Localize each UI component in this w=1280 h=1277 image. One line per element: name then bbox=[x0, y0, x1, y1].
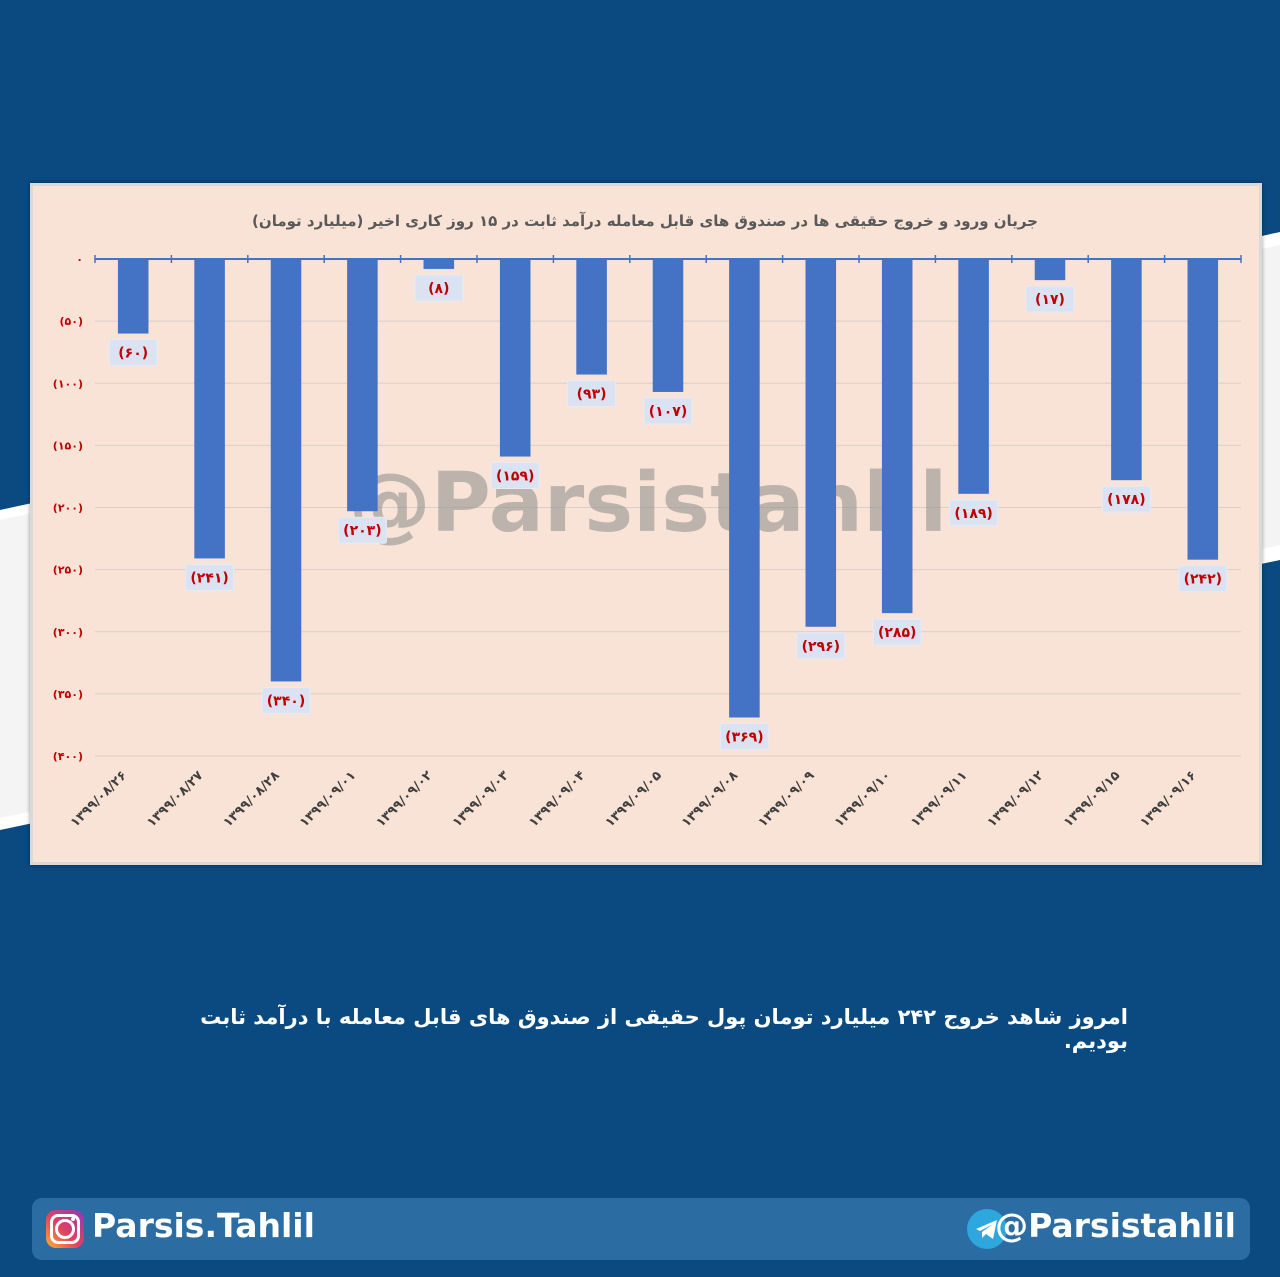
data-label: (۲۰۳) bbox=[343, 523, 381, 539]
x-tick-label: ۱۳۹۹/۰۹/۱۱ bbox=[908, 768, 970, 830]
data-label-box bbox=[567, 380, 617, 408]
bar bbox=[499, 259, 531, 457]
data-label: (۱۷) bbox=[1035, 292, 1065, 308]
data-label-box bbox=[414, 274, 464, 302]
data-label-box bbox=[490, 462, 540, 490]
x-tick-label: ۱۳۹۹/۰۹/۱۵ bbox=[1061, 768, 1123, 830]
x-tick-label: ۱۳۹۹/۰۹/۰۵ bbox=[603, 768, 665, 830]
bar bbox=[729, 259, 760, 718]
x-tick-label: ۱۳۹۹/۰۹/۱۰ bbox=[832, 768, 894, 830]
telegram-icon[interactable] bbox=[967, 1209, 1007, 1249]
data-label: (۱۷۸) bbox=[1107, 492, 1145, 508]
data-label: (۳۶۹) bbox=[725, 729, 763, 745]
y-tick-label: (۲۰۰) bbox=[53, 502, 83, 515]
y-tick-label: (۴۰۰) bbox=[53, 750, 83, 763]
y-tick-label: (۵۰) bbox=[60, 315, 83, 328]
instagram-icon[interactable] bbox=[46, 1210, 84, 1248]
bar bbox=[347, 259, 378, 512]
chart: جریان ورود و خروج حقیقی ها در صندوق های … bbox=[53, 212, 1242, 830]
telegram-handle[interactable]: @Parsistahlil bbox=[995, 1206, 1236, 1245]
data-label-box bbox=[108, 339, 158, 367]
y-tick-label: (۳۰۰) bbox=[53, 626, 83, 639]
y-tick-label: (۱۵۰) bbox=[53, 439, 83, 452]
x-tick-label: ۱۳۹۹/۰۹/۰۴ bbox=[526, 768, 588, 830]
y-tick-label: (۲۵۰) bbox=[53, 564, 83, 577]
x-tick-label: ۱۳۹۹/۰۹/۰۱ bbox=[297, 768, 359, 830]
data-label: (۶۰) bbox=[118, 346, 148, 362]
bar bbox=[270, 259, 302, 682]
bar bbox=[423, 259, 455, 269]
data-label-box bbox=[261, 686, 311, 714]
x-tick-label: ۱۳۹۹/۰۸/۲۸ bbox=[221, 768, 283, 830]
data-label-box bbox=[1101, 485, 1151, 513]
x-tick-label: ۱۳۹۹/۰۹/۰۹ bbox=[755, 768, 817, 830]
y-tick-label: ۰ bbox=[76, 253, 83, 266]
y-tick-label: (۳۵۰) bbox=[53, 688, 83, 701]
data-label: (۸) bbox=[428, 281, 449, 297]
chart-title: جریان ورود و خروج حقیقی ها در صندوق های … bbox=[252, 212, 1038, 230]
data-label-box bbox=[796, 632, 846, 660]
data-label: (۳۴۰) bbox=[267, 693, 305, 709]
data-label-box bbox=[1025, 285, 1075, 313]
data-label-box bbox=[185, 563, 235, 591]
data-label-box bbox=[337, 516, 387, 544]
data-label: (۱۰۷) bbox=[649, 404, 687, 420]
chart-card: جریان ورود و خروج حقیقی ها در صندوق های … bbox=[30, 183, 1262, 865]
data-label: (۱۵۹) bbox=[496, 469, 534, 485]
data-label: (۲۴۲) bbox=[1184, 572, 1222, 588]
data-label-box bbox=[719, 722, 769, 750]
data-label: (۱۸۹) bbox=[954, 506, 992, 522]
x-tick-label: ۱۳۹۹/۰۹/۰۲ bbox=[373, 768, 435, 830]
data-label-box bbox=[643, 397, 693, 425]
instagram-handle[interactable]: Parsis.Tahlil bbox=[92, 1206, 315, 1245]
bar bbox=[117, 259, 149, 334]
y-tick-label: (۱۰۰) bbox=[53, 377, 83, 390]
data-label: (۲۸۵) bbox=[878, 625, 916, 641]
data-label: (۲۴۱) bbox=[190, 570, 228, 586]
bar bbox=[1034, 259, 1066, 281]
x-tick-label: ۱۳۹۹/۰۹/۱۲ bbox=[985, 768, 1047, 830]
bar bbox=[194, 259, 225, 559]
data-label-box bbox=[949, 499, 999, 527]
x-tick-label: ۱۳۹۹/۰۸/۲۷ bbox=[144, 768, 206, 830]
bar bbox=[652, 259, 684, 392]
bar bbox=[805, 259, 837, 627]
bar bbox=[1111, 259, 1142, 481]
footer: Parsis.Tahlil @Parsistahlil bbox=[32, 1198, 1250, 1260]
x-tick-label: ۱۳۹۹/۰۹/۰۳ bbox=[450, 768, 512, 830]
x-tick-label: ۱۳۹۹/۰۸/۲۶ bbox=[68, 768, 130, 830]
data-label-box bbox=[1178, 565, 1228, 593]
bar bbox=[958, 259, 989, 494]
data-label: (۲۹۶) bbox=[802, 639, 840, 655]
x-tick-label: ۱۳۹۹/۰۹/۰۸ bbox=[679, 768, 741, 830]
x-tick-label: ۱۳۹۹/۰۹/۱۶ bbox=[1137, 768, 1199, 830]
data-label: (۹۳) bbox=[577, 387, 607, 403]
data-label-box bbox=[872, 618, 922, 646]
watermark: @Parsistahlil bbox=[349, 456, 948, 551]
bar bbox=[881, 259, 913, 614]
caption: امروز شاهد خروج ۲۴۲ میلیارد تومان پول حق… bbox=[200, 1005, 1128, 1053]
bar bbox=[1187, 259, 1219, 560]
bar bbox=[576, 259, 607, 375]
